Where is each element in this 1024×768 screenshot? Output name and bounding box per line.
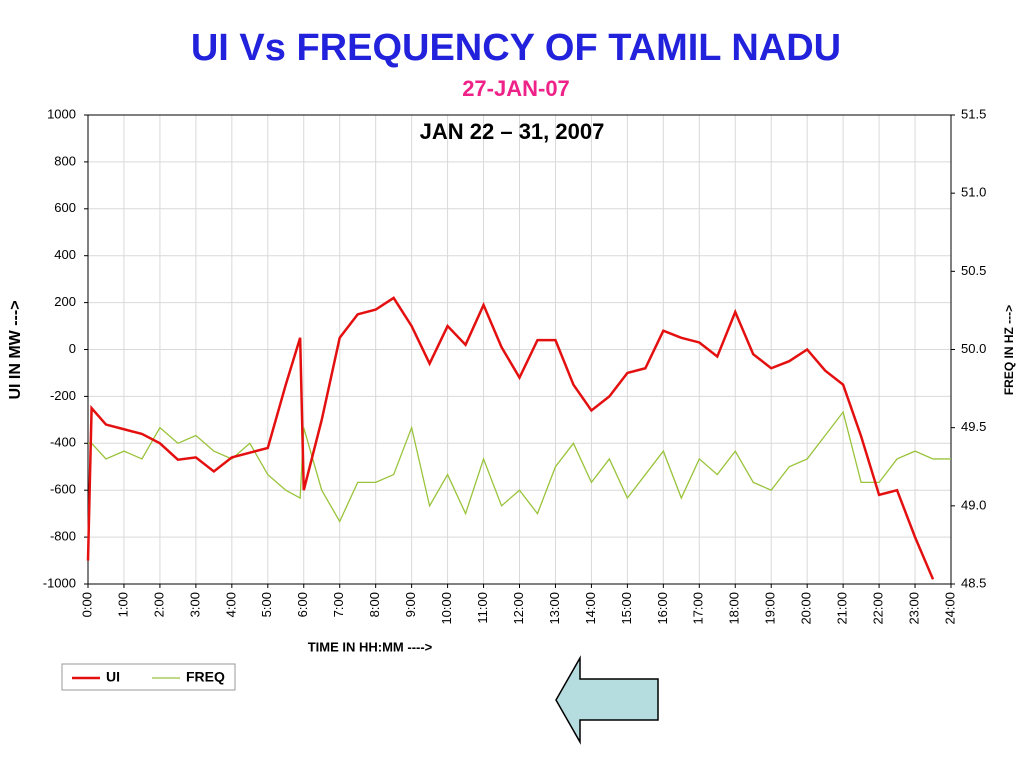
x-tick-label: 15:00	[619, 592, 634, 625]
x-tick-label: 0:00	[79, 592, 94, 617]
y-tick-label: 0	[69, 341, 76, 356]
y2-tick-label: 49.0	[961, 497, 986, 512]
y-tick-label: -1000	[43, 575, 76, 590]
x-tick-label: 14:00	[583, 592, 598, 625]
x-tick-label: 10:00	[439, 592, 454, 625]
y2-tick-label: 48.5	[961, 575, 986, 590]
legend-label: FREQ	[186, 669, 225, 685]
x-tick-label: 9:00	[403, 592, 418, 617]
x-tick-label: 5:00	[259, 592, 274, 617]
y-tick-label: 1000	[47, 106, 76, 121]
x-tick-label: 16:00	[655, 592, 670, 625]
y2-tick-label: 51.5	[961, 106, 986, 121]
x-tick-label: 23:00	[906, 592, 921, 625]
x-tick-label: 3:00	[187, 592, 202, 617]
annotation: JAN 22 – 31, 2007	[420, 119, 605, 144]
y2-tick-label: 51.0	[961, 185, 986, 200]
x-tick-label: 13:00	[547, 592, 562, 625]
y-tick-label: -400	[50, 435, 76, 450]
y2-axis-label: FREQ IN HZ --->	[1002, 305, 1016, 395]
chart-subtitle: 27-JAN-07	[462, 76, 570, 101]
x-tick-label: 24:00	[942, 592, 957, 625]
legend-label: UI	[106, 669, 120, 685]
x-tick-label: 11:00	[475, 592, 490, 624]
x-tick-label: 19:00	[763, 592, 778, 625]
y-tick-label: 800	[54, 153, 76, 168]
x-tick-label: 6:00	[295, 592, 310, 617]
x-tick-label: 7:00	[331, 592, 346, 617]
y-tick-label: -600	[50, 482, 76, 497]
y2-tick-label: 50.0	[961, 341, 986, 356]
x-tick-label: 21:00	[835, 592, 850, 625]
y-axis-label: UI IN MW --->	[7, 300, 24, 399]
x-tick-label: 8:00	[367, 592, 382, 617]
x-tick-label: 4:00	[223, 592, 238, 617]
x-tick-label: 20:00	[799, 592, 814, 625]
x-tick-label: 22:00	[871, 592, 886, 625]
x-tick-label: 12:00	[511, 592, 526, 625]
y-tick-label: -800	[50, 529, 76, 544]
x-tick-label: 18:00	[727, 592, 742, 625]
y2-tick-label: 49.5	[961, 419, 986, 434]
y-tick-label: 400	[54, 247, 76, 262]
x-tick-label: 2:00	[151, 592, 166, 617]
x-axis-label: TIME IN HH:MM ---->	[308, 639, 433, 654]
y-tick-label: -200	[50, 388, 76, 403]
y2-tick-label: 50.5	[961, 263, 986, 278]
back-arrow[interactable]	[555, 655, 659, 745]
chart-title: UI Vs FREQUENCY OF TAMIL NADU	[191, 27, 841, 69]
x-tick-label: 1:00	[115, 592, 130, 617]
series-line	[88, 410, 951, 523]
y-tick-label: 200	[54, 294, 76, 309]
y-tick-label: 600	[54, 200, 76, 215]
x-tick-label: 17:00	[691, 592, 706, 625]
series-line	[86, 296, 935, 580]
